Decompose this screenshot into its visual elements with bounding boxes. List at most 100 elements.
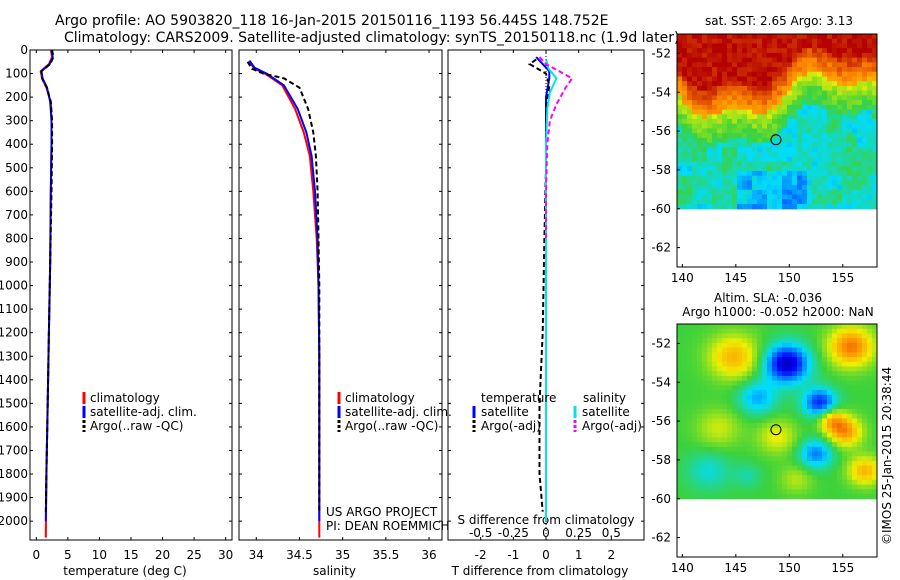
map-cell bbox=[717, 62, 723, 68]
legend-label-temperature-satellite: satellite bbox=[481, 405, 529, 419]
map-cell bbox=[707, 470, 713, 476]
map-cell bbox=[862, 57, 868, 63]
map-cell bbox=[812, 465, 818, 472]
map-cell bbox=[702, 324, 708, 330]
map-cell bbox=[792, 100, 798, 106]
map-cell bbox=[722, 413, 728, 420]
map-cell bbox=[732, 446, 738, 453]
map-cell bbox=[752, 166, 758, 172]
map-cell bbox=[797, 451, 803, 457]
map-cell bbox=[757, 380, 763, 386]
map-cell bbox=[682, 128, 688, 134]
map-cell bbox=[867, 489, 873, 495]
map-cell bbox=[857, 328, 863, 335]
map-cell bbox=[847, 475, 853, 481]
map-cell bbox=[847, 170, 853, 177]
map-cell bbox=[797, 128, 803, 134]
map-cell bbox=[842, 57, 848, 63]
map-cell bbox=[807, 38, 813, 45]
map-cell bbox=[782, 170, 788, 177]
map-cell bbox=[782, 423, 788, 429]
map-cell bbox=[812, 347, 818, 353]
map-cell bbox=[677, 81, 683, 87]
map-cell bbox=[777, 161, 783, 167]
map-cell bbox=[817, 385, 823, 391]
map-cell bbox=[852, 81, 858, 87]
map-cell bbox=[832, 114, 838, 120]
map-cell bbox=[682, 71, 688, 78]
map-cell bbox=[692, 95, 698, 101]
map-cell bbox=[827, 423, 833, 429]
map-cell bbox=[777, 180, 783, 186]
map-cell bbox=[717, 413, 723, 420]
map-cell bbox=[707, 366, 713, 372]
map-cell bbox=[747, 404, 753, 410]
map-cell bbox=[792, 442, 798, 448]
map-cell bbox=[762, 342, 768, 349]
map-cell bbox=[737, 470, 743, 476]
map-cell bbox=[807, 489, 813, 495]
map-cell bbox=[697, 494, 703, 500]
map-cell bbox=[872, 185, 877, 191]
map-cell bbox=[747, 57, 753, 63]
map-cell bbox=[742, 156, 748, 163]
map-cell bbox=[697, 166, 703, 172]
map-cell bbox=[807, 404, 813, 410]
map-cell bbox=[682, 446, 688, 453]
map-x-tick-label: 145 bbox=[724, 271, 747, 285]
map-cell bbox=[797, 142, 803, 148]
map-cell bbox=[842, 380, 848, 386]
map-cell bbox=[692, 71, 698, 78]
map-cell bbox=[767, 166, 773, 172]
map-cell bbox=[762, 38, 768, 45]
map-cell bbox=[732, 142, 738, 148]
map-cell bbox=[872, 204, 877, 210]
map-cell bbox=[827, 342, 833, 349]
map-cell bbox=[722, 185, 728, 191]
map-cell bbox=[767, 489, 773, 495]
map-cell bbox=[807, 189, 813, 196]
map-cell bbox=[802, 489, 808, 495]
map-cell bbox=[687, 133, 693, 139]
map-cell bbox=[842, 442, 848, 448]
map-cell bbox=[797, 446, 803, 453]
map-cell bbox=[682, 484, 688, 490]
map-cell bbox=[757, 199, 763, 205]
map-cell bbox=[792, 380, 798, 386]
map-cell bbox=[712, 161, 718, 167]
map-cell bbox=[777, 390, 783, 396]
map-cell bbox=[787, 352, 793, 358]
map-cell bbox=[752, 119, 758, 125]
map-cell bbox=[752, 394, 758, 401]
map-cell bbox=[787, 204, 793, 210]
map-cell bbox=[872, 119, 877, 125]
map-cell bbox=[717, 71, 723, 78]
map-cell bbox=[827, 484, 833, 490]
map-cell bbox=[717, 347, 723, 353]
map-cell bbox=[762, 418, 768, 424]
map-cell bbox=[842, 204, 848, 210]
map-cell bbox=[732, 114, 738, 120]
map-cell bbox=[802, 375, 808, 382]
map-cell bbox=[772, 147, 778, 153]
map-cell bbox=[822, 404, 828, 410]
map-cell bbox=[812, 152, 818, 158]
map-cell bbox=[787, 371, 793, 377]
map-cell bbox=[832, 390, 838, 396]
map-cell bbox=[842, 357, 848, 363]
map-cell bbox=[777, 119, 783, 125]
map-cell bbox=[732, 371, 738, 377]
map-cell bbox=[792, 446, 798, 453]
map-cell bbox=[722, 489, 728, 495]
map-cell bbox=[747, 185, 753, 191]
map-cell bbox=[677, 85, 683, 92]
map-cell bbox=[677, 204, 683, 210]
map-cell bbox=[857, 437, 863, 443]
map-cell bbox=[727, 43, 733, 49]
map-cell bbox=[722, 494, 728, 500]
map-cell bbox=[827, 409, 833, 415]
map-cell bbox=[827, 119, 833, 125]
map-cell bbox=[727, 180, 733, 186]
map-cell bbox=[742, 432, 748, 438]
map-cell bbox=[822, 62, 828, 68]
